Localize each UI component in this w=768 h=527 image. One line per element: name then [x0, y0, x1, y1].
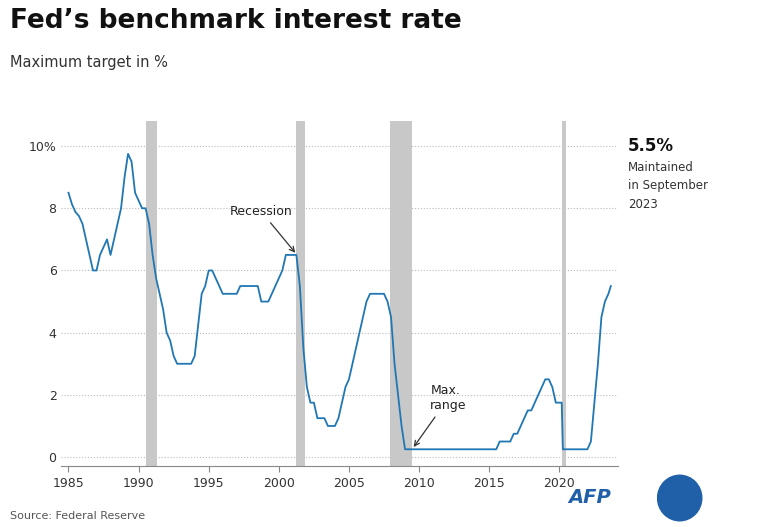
Text: Fed’s benchmark interest rate: Fed’s benchmark interest rate [10, 8, 462, 34]
Circle shape [657, 475, 702, 521]
Text: Maximum target in %: Maximum target in % [10, 55, 168, 70]
Bar [561, 121, 566, 466]
Bar [390, 121, 412, 466]
Text: 5.5%: 5.5% [628, 137, 674, 155]
Text: Source: Federal Reserve: Source: Federal Reserve [10, 511, 145, 521]
Text: Recession: Recession [230, 205, 294, 252]
Text: Maintained
in September
2023: Maintained in September 2023 [628, 161, 708, 211]
Bar [296, 121, 306, 466]
Bar [146, 121, 157, 466]
Text: Max.
range: Max. range [415, 384, 467, 446]
Text: AFP: AFP [568, 488, 611, 507]
